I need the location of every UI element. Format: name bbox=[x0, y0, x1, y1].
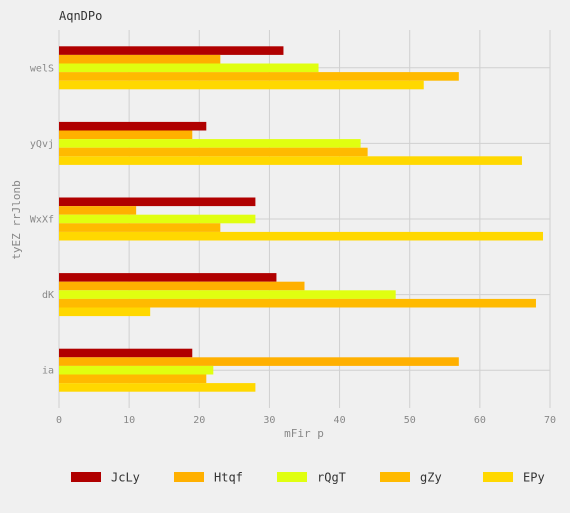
bar bbox=[59, 298, 536, 308]
y-tick-label: ia bbox=[42, 366, 54, 377]
bar bbox=[59, 231, 543, 241]
bar bbox=[59, 290, 396, 299]
y-tick-labels: welS yQvj WxXf dK ia bbox=[30, 63, 54, 376]
bar bbox=[59, 46, 284, 55]
bar bbox=[59, 54, 221, 64]
y-tick-label: dK bbox=[42, 290, 54, 301]
bar bbox=[59, 273, 277, 282]
bar bbox=[59, 72, 459, 81]
bar bbox=[59, 197, 256, 207]
bar bbox=[59, 63, 319, 73]
x-tick-label: 40 bbox=[334, 415, 346, 426]
bar bbox=[59, 206, 137, 215]
bar bbox=[59, 365, 214, 375]
bar bbox=[59, 139, 361, 148]
bar bbox=[59, 383, 256, 392]
bar bbox=[59, 281, 305, 291]
x-tick-label: 10 bbox=[123, 415, 135, 426]
bar bbox=[59, 121, 207, 131]
legend: JcLy Htqf rQgT gZy EPy bbox=[71, 471, 545, 485]
legend-swatch bbox=[174, 472, 204, 482]
legend-label: Htqf bbox=[214, 471, 243, 485]
x-tick-label: 0 bbox=[56, 415, 62, 426]
legend-swatch bbox=[380, 472, 410, 482]
bar bbox=[59, 80, 424, 90]
bar bbox=[59, 130, 193, 140]
x-tick-label: 60 bbox=[474, 415, 486, 426]
x-tick-label: 20 bbox=[193, 415, 205, 426]
bar bbox=[59, 348, 193, 358]
x-tick-label: 50 bbox=[404, 415, 416, 426]
y-axis-label: tyEZ rrJlonb bbox=[10, 180, 23, 259]
legend-swatch bbox=[71, 472, 101, 482]
chart-title: AqnDPo bbox=[59, 9, 102, 23]
legend-swatch bbox=[483, 472, 513, 482]
bar bbox=[59, 374, 207, 384]
bar bbox=[59, 223, 221, 232]
x-axis-label: mFir p bbox=[284, 427, 324, 440]
bar bbox=[59, 307, 151, 317]
x-tick-label: 70 bbox=[544, 415, 556, 426]
x-tick-label: 30 bbox=[263, 415, 275, 426]
bar bbox=[59, 357, 459, 366]
legend-label: EPy bbox=[523, 471, 545, 485]
x-tick-labels: 0 10 20 30 40 50 60 70 bbox=[56, 415, 556, 426]
legend-label: JcLy bbox=[111, 471, 140, 485]
y-tick-label: WxXf bbox=[30, 215, 54, 226]
y-tick-label: welS bbox=[30, 63, 54, 74]
legend-swatch bbox=[277, 472, 307, 482]
legend-label: rQgT bbox=[317, 471, 346, 485]
legend-label: gZy bbox=[420, 471, 442, 485]
bar bbox=[59, 214, 256, 224]
y-tick-label: yQvj bbox=[30, 139, 54, 150]
bar bbox=[59, 147, 368, 157]
bar bbox=[59, 156, 522, 165]
bars bbox=[59, 46, 543, 392]
